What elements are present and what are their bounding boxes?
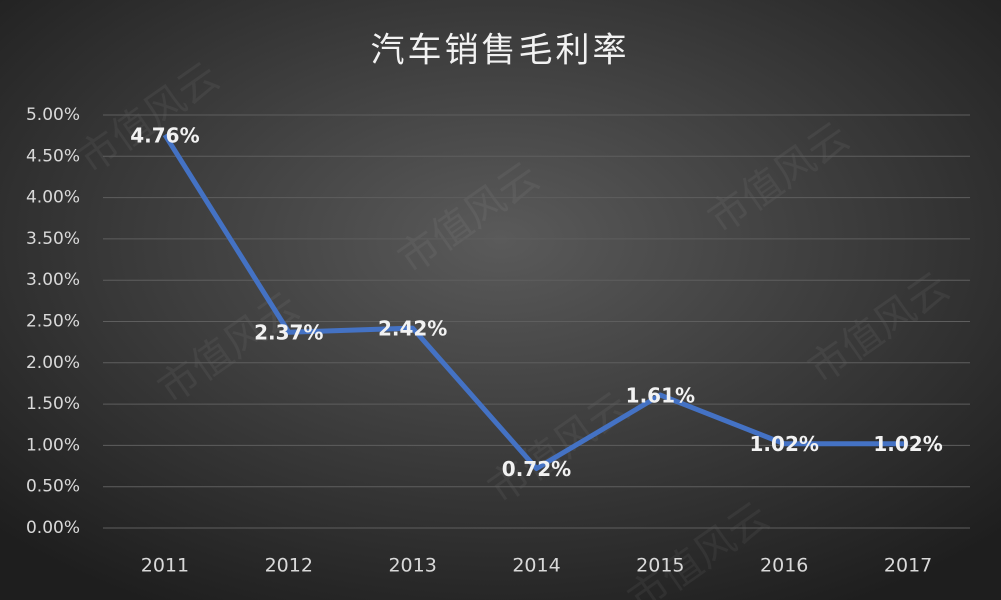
x-tick-label: 2011 (141, 555, 189, 577)
y-tick-label: 4.00% (26, 188, 80, 208)
line (162, 133, 909, 472)
x-tick-label: 2016 (760, 555, 808, 577)
data-label: 4.76% (130, 123, 199, 147)
x-tick-label: 2015 (636, 555, 684, 577)
data-label: 2.37% (254, 321, 323, 345)
y-tick-label: 0.50% (26, 477, 80, 497)
y-tick-label: 5.00% (26, 105, 80, 125)
x-tick-label: 2014 (512, 555, 560, 577)
data-label: 2.42% (378, 317, 447, 341)
data-label: 1.02% (750, 432, 819, 456)
y-tick-label: 4.50% (26, 146, 80, 166)
y-tick-label: 3.00% (26, 270, 80, 290)
y-tick-label: 2.50% (26, 312, 80, 332)
y-tick-label: 2.00% (26, 353, 80, 373)
data-label: 1.61% (626, 384, 695, 408)
x-tick-label: 2017 (884, 555, 932, 577)
y-tick-label: 3.50% (26, 229, 80, 249)
chart-title: 汽车销售毛利率 (371, 31, 630, 71)
data-label: 0.72% (502, 457, 571, 481)
data-label: 1.02% (873, 432, 942, 456)
y-tick-label: 1.00% (26, 435, 80, 455)
x-tick-label: 2012 (265, 555, 313, 577)
y-tick-label: 0.00% (26, 518, 80, 538)
y-tick-label: 1.50% (26, 394, 80, 414)
x-tick-label: 2013 (388, 555, 436, 577)
